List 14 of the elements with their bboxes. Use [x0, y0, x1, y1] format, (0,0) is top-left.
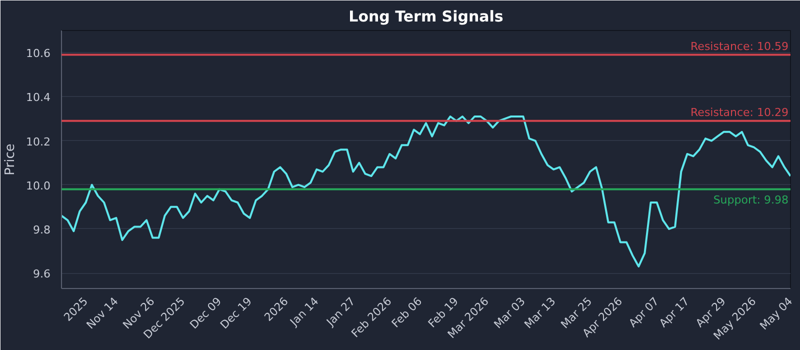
ref-line-label: Resistance: 10.59 — [690, 40, 788, 53]
line-series — [62, 116, 790, 268]
ref-line-label: Resistance: 10.29 — [690, 106, 788, 119]
y-tick-label: 9.8 — [33, 223, 51, 236]
x-tick-label: Jan 14 — [286, 294, 322, 330]
y-tick-label: 10.4 — [26, 91, 51, 104]
y-tick-label: 10.2 — [26, 135, 51, 148]
y-tick-label: 10.0 — [26, 179, 51, 192]
x-tick-label: Feb 06 — [389, 294, 425, 330]
chart-title: Long Term Signals — [348, 8, 504, 26]
ref-line-label: Support: 9.98 — [713, 193, 789, 206]
y-tick-label: 10.6 — [26, 47, 51, 60]
y-axis-title: Price — [3, 144, 18, 176]
y-tick-label: 9.6 — [33, 268, 51, 281]
